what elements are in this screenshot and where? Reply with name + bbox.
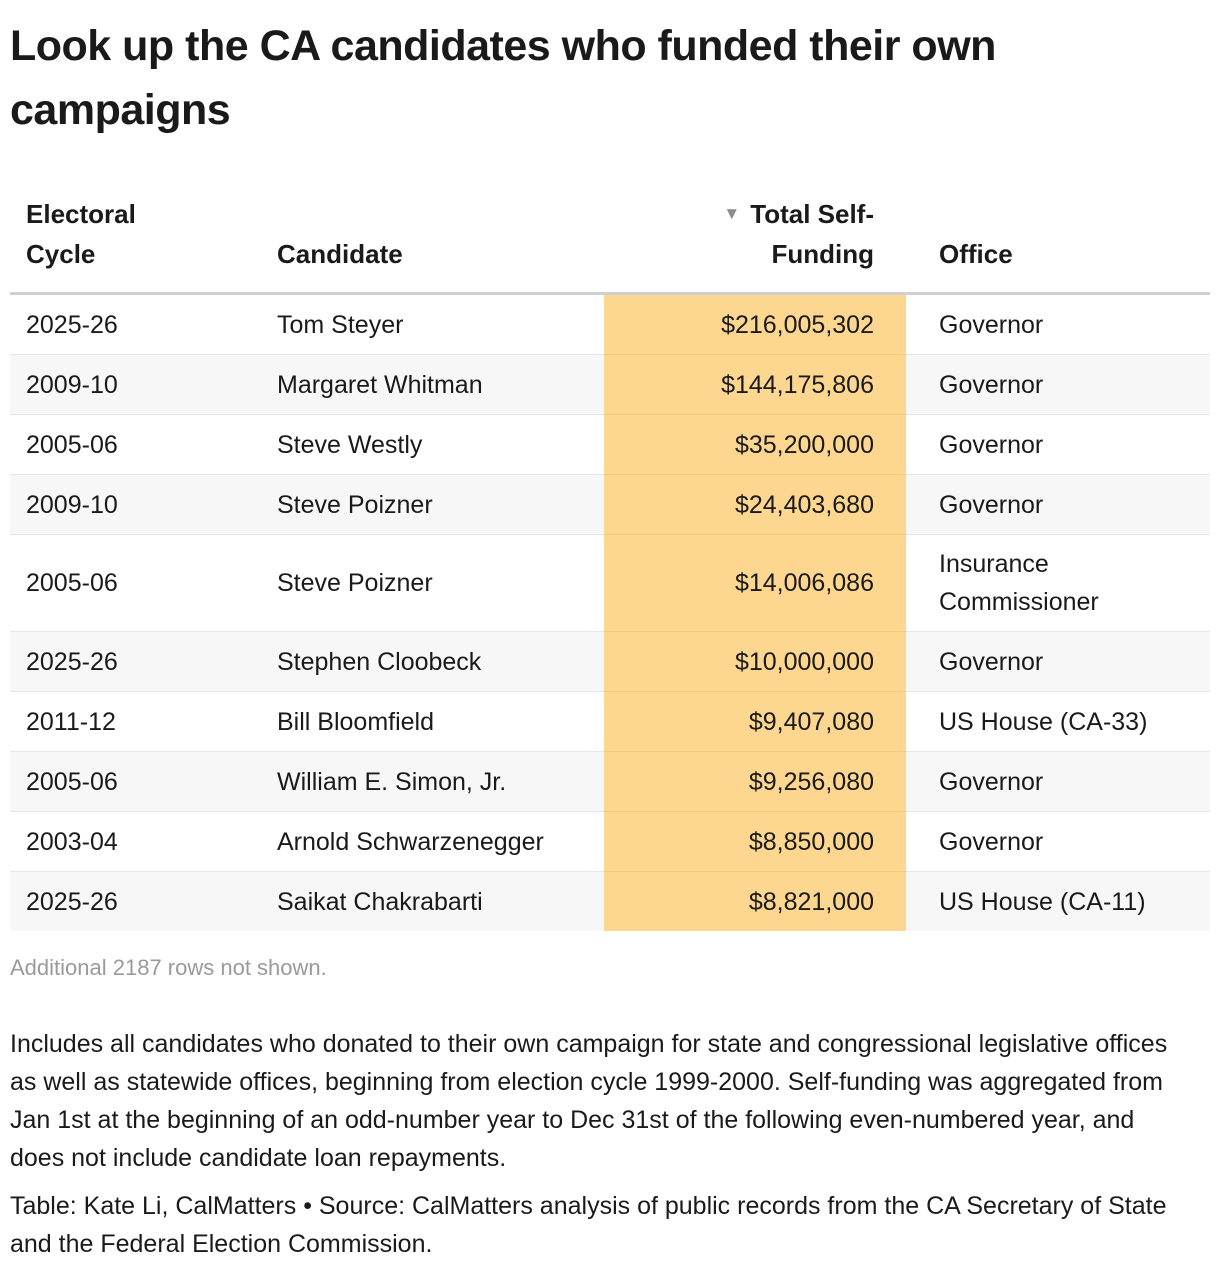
cell-candidate: Arnold Schwarzenegger: [261, 811, 604, 872]
cell-cycle: 2005-06: [10, 751, 261, 812]
cell-office: Insurance Commissioner: [906, 534, 1210, 632]
cell-candidate: William E. Simon, Jr.: [261, 751, 604, 812]
cell-office: US House (CA-33): [906, 691, 1210, 752]
table-header-row: Electoral Cycle Candidate ▼ Total Self-Fu…: [10, 194, 1210, 295]
cell-candidate: Tom Steyer: [261, 293, 604, 355]
cell-candidate: Steve Westly: [261, 414, 604, 475]
cell-total: $10,000,000: [604, 631, 906, 692]
cell-office: US House (CA-11): [906, 871, 1210, 931]
column-header-office[interactable]: Office: [906, 194, 1210, 295]
table-row: 2025-26 Tom Steyer $216,005,302 Governor: [10, 293, 1210, 355]
cell-total: $35,200,000: [604, 414, 906, 475]
table-row: 2011-12 Bill Bloomfield $9,407,080 US Ho…: [10, 691, 1210, 752]
cell-total: $9,256,080: [604, 751, 906, 812]
table-row: 2009-10 Margaret Whitman $144,175,806 Go…: [10, 354, 1210, 415]
sort-descending-icon: ▼: [723, 204, 741, 223]
column-header-total-label: Total Self-Funding: [750, 199, 874, 269]
table-row: 2009-10 Steve Poizner $24,403,680 Govern…: [10, 474, 1210, 535]
cell-cycle: 2009-10: [10, 474, 261, 535]
cell-cycle: 2003-04: [10, 811, 261, 872]
additional-rows-note: Additional 2187 rows not shown.: [10, 955, 327, 980]
table-body: 2025-26 Tom Steyer $216,005,302 Governor…: [10, 293, 1210, 931]
cell-cycle: 2025-26: [10, 631, 261, 692]
cell-candidate: Margaret Whitman: [261, 354, 604, 415]
table-row: 2025-26 Stephen Cloobeck $10,000,000 Gov…: [10, 631, 1210, 692]
column-header-cycle[interactable]: Electoral Cycle: [10, 194, 261, 295]
column-header-candidate-label: Candidate: [277, 239, 403, 269]
column-header-candidate[interactable]: Candidate: [261, 194, 604, 295]
methodology-notes: Includes all candidates who donated to t…: [10, 1030, 1168, 1172]
cell-office: Governor: [906, 354, 1210, 415]
cell-total: $144,175,806: [604, 354, 906, 415]
cell-office: Governor: [906, 811, 1210, 872]
cell-candidate: Saikat Chakrabarti: [261, 871, 604, 931]
self-funding-table: Electoral Cycle Candidate ▼ Total Self-Fu…: [10, 194, 1210, 931]
cell-total: $8,821,000: [604, 871, 906, 931]
cell-office: Governor: [906, 293, 1210, 355]
cell-candidate: Bill Bloomfield: [261, 691, 604, 752]
cell-cycle: 2025-26: [10, 871, 261, 931]
cell-total: $14,006,086: [604, 534, 906, 632]
table-row: 2005-06 Steve Poizner $14,006,086 Insura…: [10, 534, 1210, 632]
cell-candidate: Stephen Cloobeck: [261, 631, 604, 692]
column-header-cycle-label: Electoral Cycle: [26, 199, 136, 269]
page-title: Look up the CA candidates who funded the…: [10, 22, 996, 134]
cell-office: Governor: [906, 474, 1210, 535]
table-row: 2025-26 Saikat Chakrabarti $8,821,000 US…: [10, 871, 1210, 931]
cell-office: Governor: [906, 631, 1210, 692]
cell-total: $24,403,680: [604, 474, 906, 535]
page: Look up the CA candidates who funded the…: [10, 0, 1210, 1263]
cell-total: $216,005,302: [604, 293, 906, 355]
column-header-office-label: Office: [939, 239, 1013, 269]
table-row: 2003-04 Arnold Schwarzenegger $8,850,000…: [10, 811, 1210, 872]
source-credit: Table: Kate Li, CalMatters • Source: Cal…: [10, 1192, 1167, 1258]
cell-office: Governor: [906, 414, 1210, 475]
cell-cycle: 2005-06: [10, 414, 261, 475]
cell-cycle: 2025-26: [10, 293, 261, 355]
cell-cycle: 2009-10: [10, 354, 261, 415]
column-header-total[interactable]: ▼ Total Self-Funding: [604, 194, 906, 295]
cell-candidate: Steve Poizner: [261, 534, 604, 632]
cell-cycle: 2005-06: [10, 534, 261, 632]
table-row: 2005-06 Steve Westly $35,200,000 Governo…: [10, 414, 1210, 475]
cell-office: Governor: [906, 751, 1210, 812]
table-row: 2005-06 William E. Simon, Jr. $9,256,080…: [10, 751, 1210, 812]
cell-cycle: 2011-12: [10, 691, 261, 752]
cell-candidate: Steve Poizner: [261, 474, 604, 535]
cell-total: $8,850,000: [604, 811, 906, 872]
cell-total: $9,407,080: [604, 691, 906, 752]
